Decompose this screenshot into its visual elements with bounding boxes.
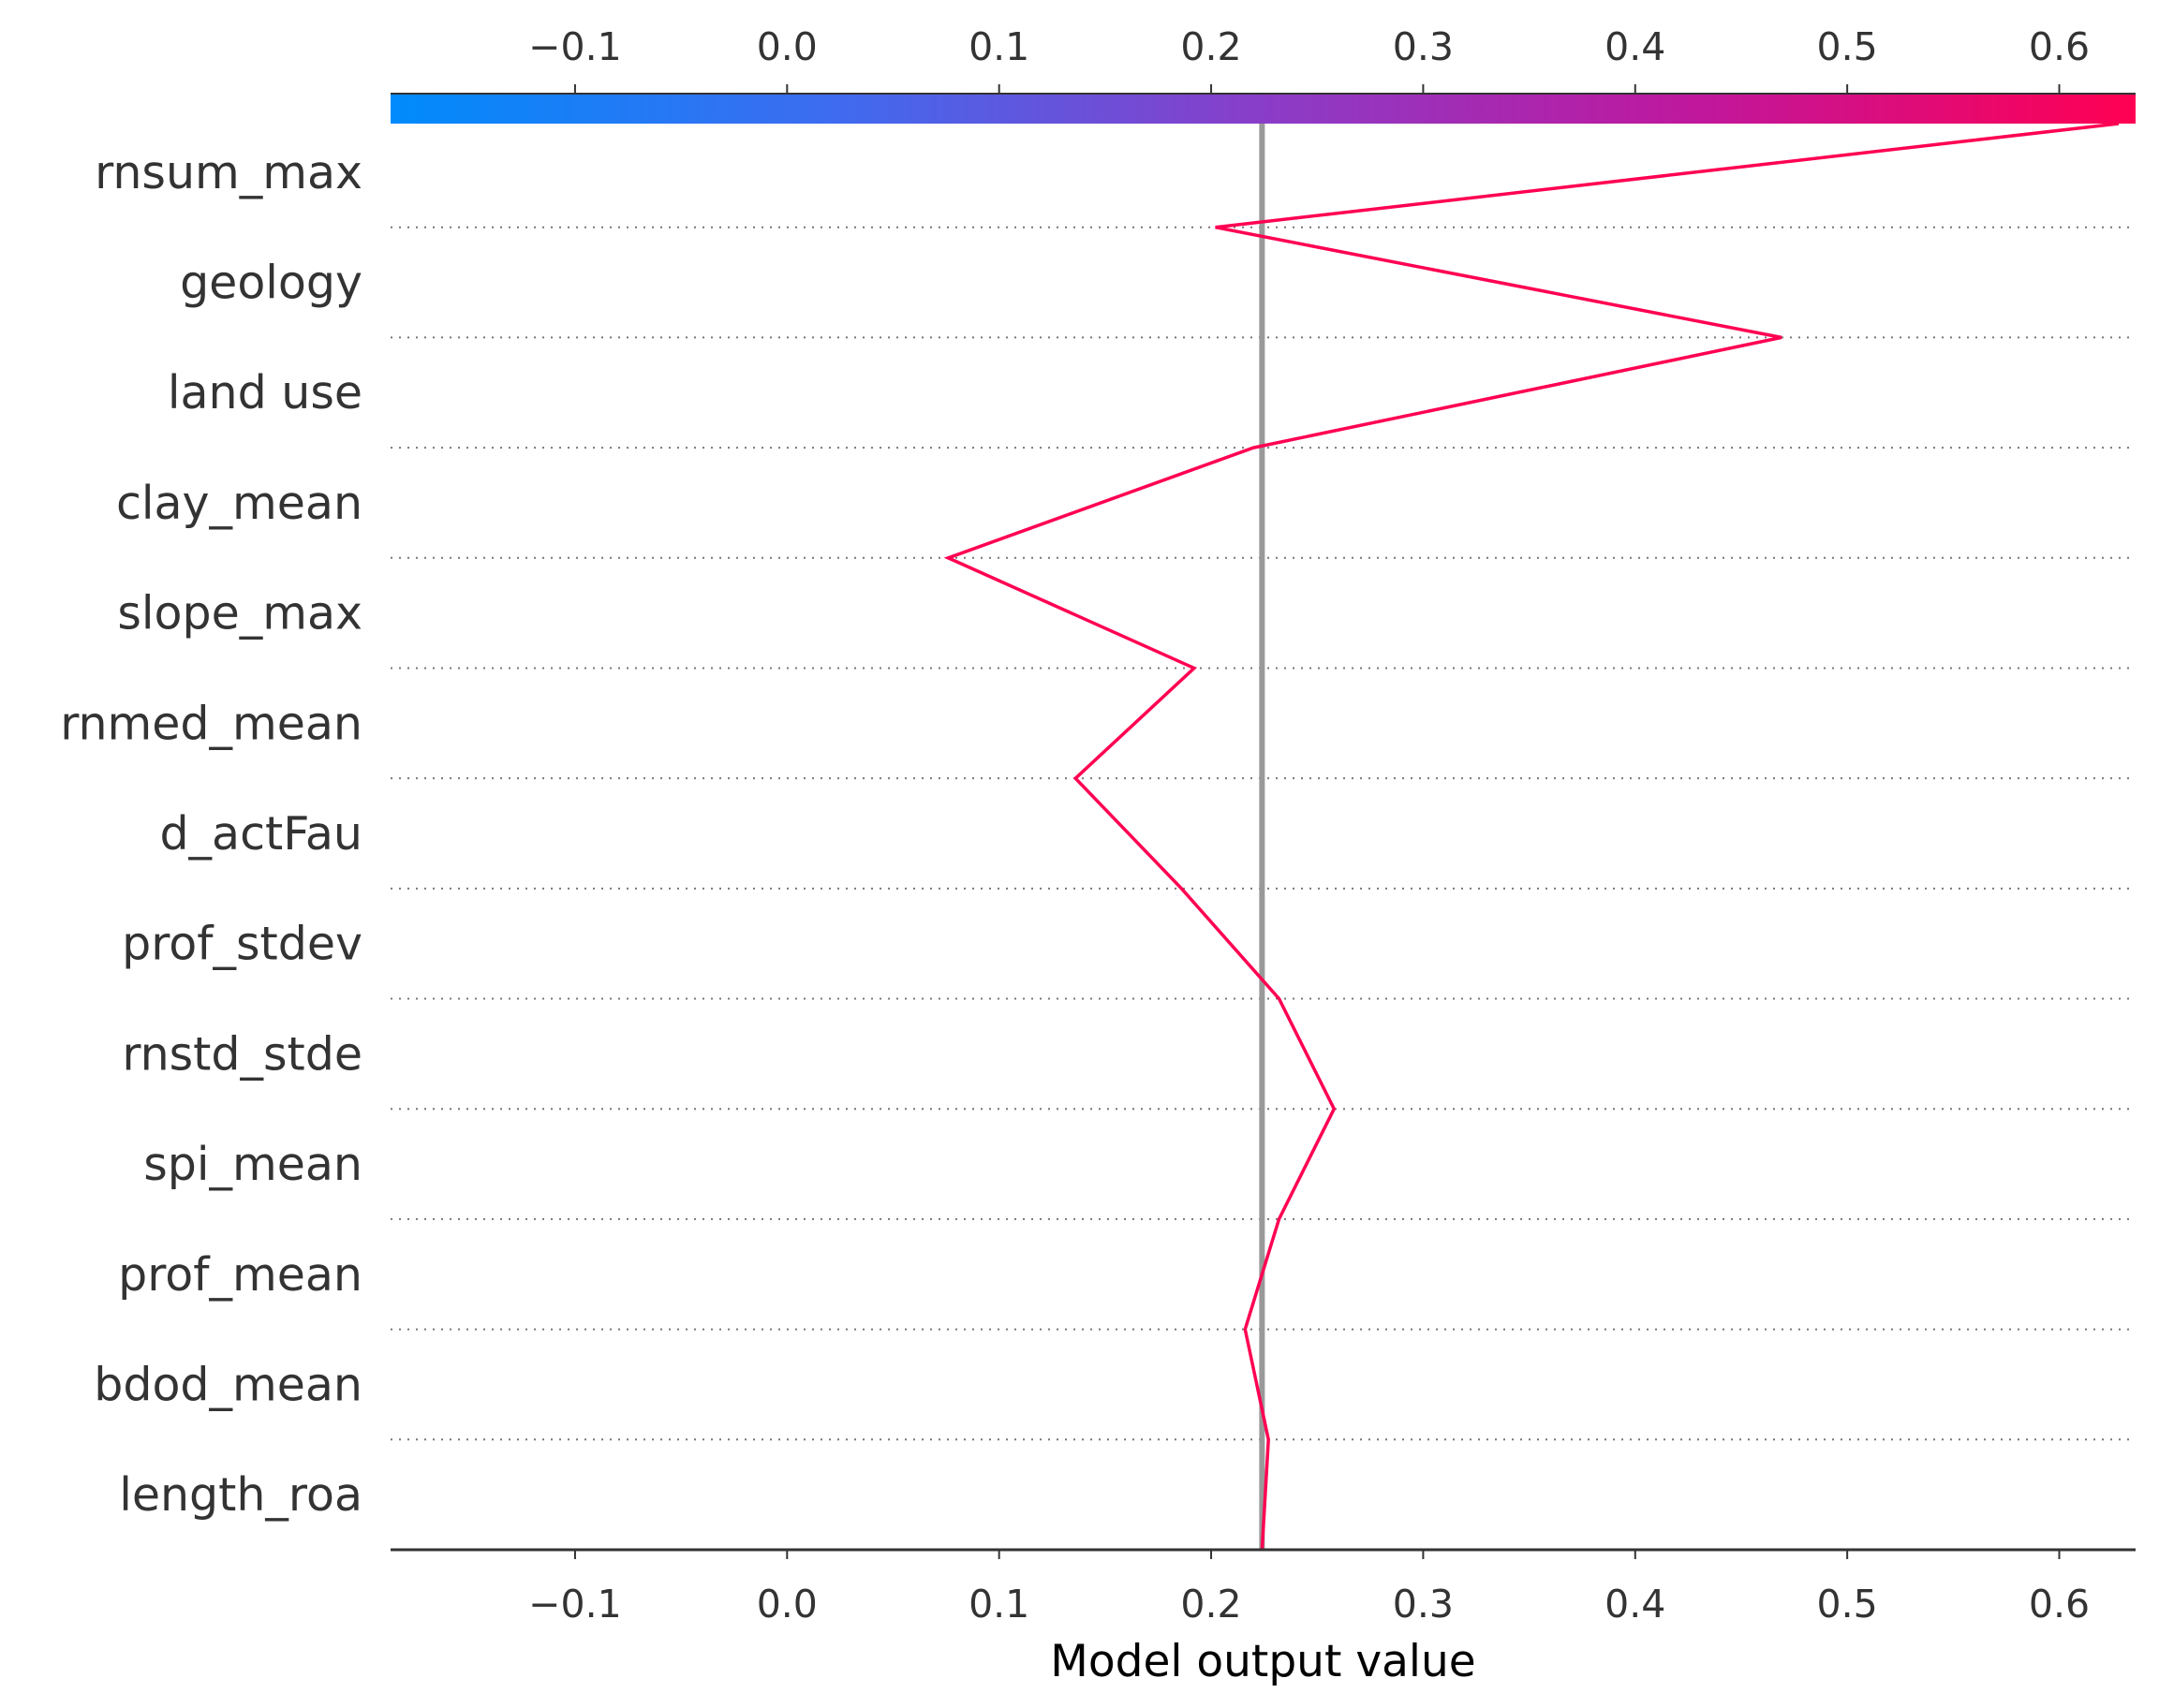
feature-label: length_roa <box>119 1468 362 1522</box>
x-tick-label-top: 0.3 <box>1393 24 1454 69</box>
feature-label: rnmed_mean <box>60 697 362 750</box>
feature-label: rnstd_stde <box>122 1027 362 1081</box>
x-tick-label-bottom: 0.0 <box>757 1582 818 1627</box>
x-tick-label-bottom: 0.2 <box>1180 1582 1241 1627</box>
decision-path <box>943 122 2120 1551</box>
x-tick-label-top: 0.0 <box>757 24 818 69</box>
feature-label: slope_max <box>117 587 362 640</box>
x-tick-label-bottom: −0.1 <box>528 1582 622 1627</box>
feature-label: d_actFau <box>159 807 362 861</box>
x-tick-label-top: −0.1 <box>528 24 622 69</box>
x-tick-label-bottom: 0.6 <box>2029 1582 2090 1627</box>
x-tick-label-top: 0.1 <box>969 24 1029 69</box>
feature-label: geology <box>180 257 362 310</box>
x-tick-label-bottom: 0.5 <box>1817 1582 1878 1627</box>
feature-label: land use <box>168 366 362 420</box>
colorbar <box>391 94 2136 124</box>
feature-label: bdod_mean <box>94 1358 362 1411</box>
feature-label: spi_mean <box>143 1138 362 1191</box>
feature-label: prof_stdev <box>122 918 362 971</box>
feature-label: prof_mean <box>118 1248 362 1302</box>
x-tick-label-top: 0.2 <box>1180 24 1241 69</box>
feature-label: clay_mean <box>116 477 362 530</box>
x-axis-title: Model output value <box>1050 1636 1475 1687</box>
x-tick-label-top: 0.4 <box>1604 24 1665 69</box>
x-tick-label-bottom: 0.1 <box>969 1582 1029 1627</box>
tick-marks: −0.1 −0.1 0.0 0.0 0.1 0.1 0.2 0.2 0.3 0.3 0.4 0.4 0.… <box>528 24 2090 1627</box>
x-tick-label-bottom: 0.4 <box>1604 1582 1665 1627</box>
feature-label: rnsum_max <box>95 146 362 199</box>
x-tick-label-bottom: 0.3 <box>1393 1582 1454 1627</box>
x-tick-label-top: 0.5 <box>1817 24 1878 69</box>
x-tick-label-top: 0.6 <box>2029 24 2090 69</box>
